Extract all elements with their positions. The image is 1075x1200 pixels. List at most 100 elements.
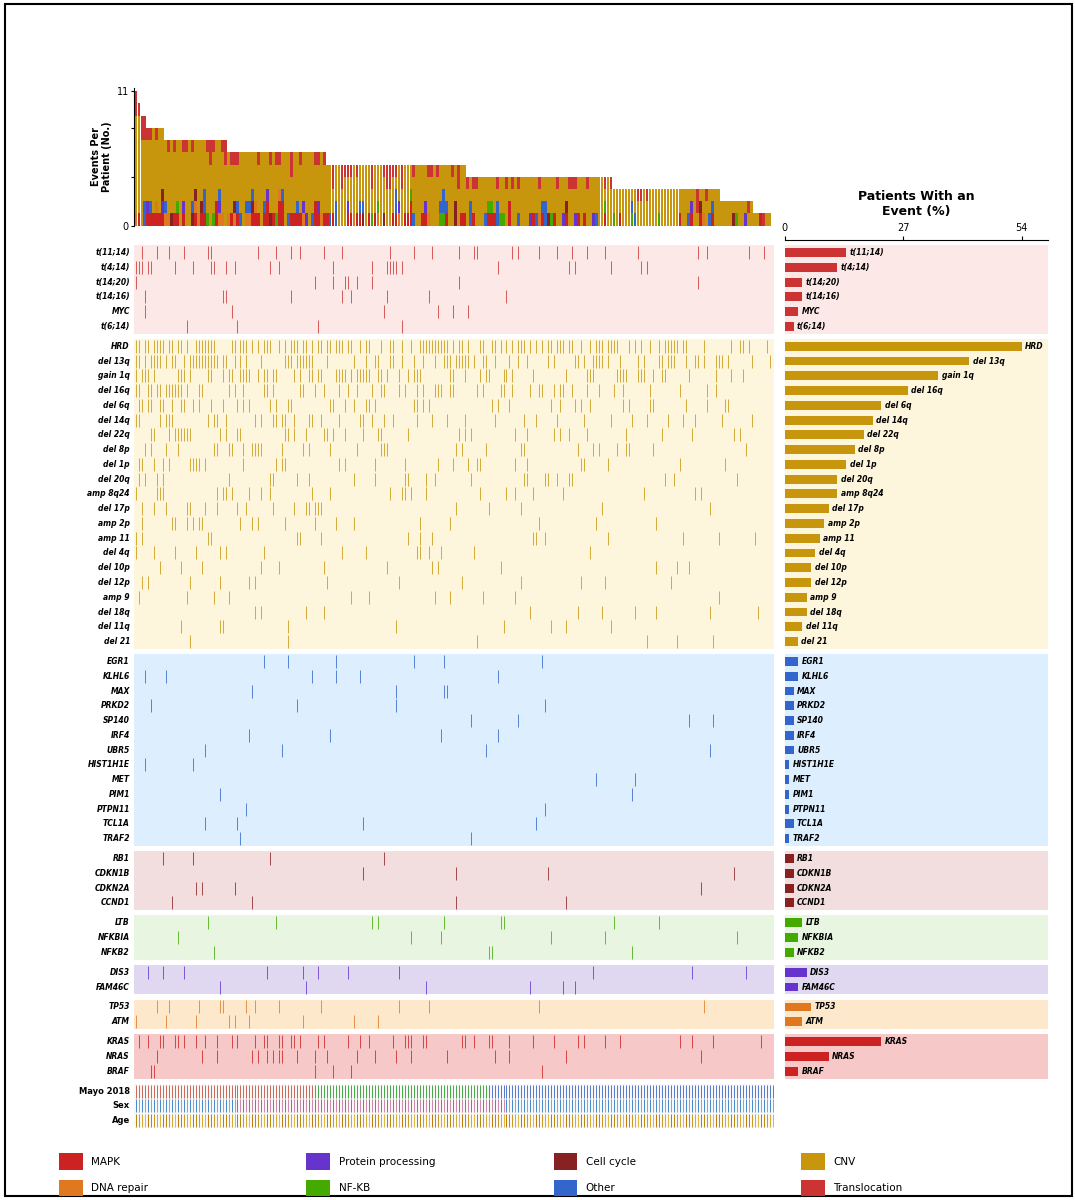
Bar	[524, 176, 526, 226]
Bar	[631, 214, 633, 226]
Bar	[206, 140, 209, 152]
Bar	[785, 851, 1048, 911]
Bar	[320, 214, 322, 226]
Text: amp 9: amp 9	[103, 593, 130, 601]
Bar	[225, 164, 227, 226]
Bar	[158, 214, 161, 226]
Text: amp 11: amp 11	[98, 534, 130, 542]
Bar	[610, 176, 613, 188]
Bar	[430, 164, 433, 176]
Bar	[403, 164, 406, 214]
Bar	[586, 176, 588, 188]
Bar	[183, 140, 185, 152]
Bar	[682, 188, 684, 226]
Bar	[785, 534, 820, 542]
Bar	[254, 202, 257, 214]
Bar	[134, 1034, 774, 1079]
Bar	[785, 475, 837, 484]
Bar	[210, 164, 212, 226]
Text: TCL1A: TCL1A	[797, 820, 823, 828]
Bar	[421, 164, 425, 214]
Bar	[482, 176, 484, 226]
Bar	[457, 188, 460, 226]
Bar	[230, 164, 233, 214]
Text: HRD: HRD	[1026, 342, 1044, 350]
Bar	[526, 176, 529, 226]
Bar	[341, 164, 343, 188]
Text: CDKN1B: CDKN1B	[95, 869, 130, 878]
Bar	[673, 188, 675, 226]
Text: PRKD2: PRKD2	[101, 701, 130, 710]
Bar	[571, 188, 574, 226]
Bar	[705, 188, 708, 202]
Bar	[356, 214, 358, 226]
Bar	[248, 214, 250, 226]
Bar	[455, 202, 457, 226]
Bar	[785, 263, 837, 271]
Bar	[678, 214, 682, 226]
Text: del 17p: del 17p	[98, 504, 130, 514]
Bar	[785, 948, 793, 956]
Text: amp 8q24: amp 8q24	[841, 490, 884, 498]
Bar	[747, 202, 750, 214]
Bar	[785, 431, 864, 439]
Text: amp 11: amp 11	[823, 534, 855, 542]
Bar	[568, 176, 571, 188]
Bar	[697, 214, 699, 226]
Bar	[376, 164, 379, 202]
Bar	[221, 152, 224, 214]
Bar	[149, 202, 153, 214]
Y-axis label: Events Per
Patient (No.): Events Per Patient (No.)	[90, 121, 113, 192]
Bar	[349, 164, 353, 176]
Bar	[785, 968, 806, 977]
Bar	[785, 899, 793, 907]
Bar	[621, 188, 625, 226]
Bar	[171, 140, 173, 214]
Text: del 16q: del 16q	[98, 386, 130, 395]
Text: PIM1: PIM1	[109, 790, 130, 799]
Bar	[299, 152, 302, 164]
Bar	[239, 214, 242, 226]
Bar	[785, 686, 793, 696]
Bar	[134, 1114, 774, 1128]
Bar	[472, 176, 475, 188]
Bar	[592, 176, 594, 214]
Text: t(14;20): t(14;20)	[806, 277, 841, 287]
Bar	[173, 152, 176, 214]
Bar	[443, 164, 445, 188]
Bar	[252, 214, 254, 226]
Bar	[266, 202, 269, 226]
Text: del 14q: del 14q	[98, 415, 130, 425]
Bar	[785, 820, 793, 828]
Bar	[785, 883, 793, 893]
Bar	[472, 188, 475, 214]
Bar	[356, 164, 358, 176]
Bar	[332, 214, 334, 226]
Bar	[236, 202, 239, 214]
Bar	[218, 214, 220, 226]
Bar	[712, 188, 714, 202]
Bar	[785, 672, 798, 680]
Text: MYC: MYC	[802, 307, 820, 316]
Bar	[156, 214, 158, 226]
Text: del 1p: del 1p	[103, 460, 130, 469]
Bar	[579, 176, 583, 226]
Text: t(14;20): t(14;20)	[96, 277, 130, 287]
Text: MAX: MAX	[111, 686, 130, 696]
Bar	[158, 128, 161, 214]
Bar	[218, 140, 220, 188]
Bar	[613, 188, 616, 214]
Bar	[457, 164, 460, 188]
Text: UBR5: UBR5	[797, 745, 820, 755]
Bar	[690, 214, 693, 226]
Bar	[739, 202, 741, 226]
Text: del 14q: del 14q	[876, 415, 908, 425]
Bar	[690, 202, 693, 214]
Bar	[221, 140, 224, 152]
Text: del 8p: del 8p	[859, 445, 885, 454]
Bar	[287, 214, 289, 226]
Bar	[421, 214, 425, 226]
Text: PRKD2: PRKD2	[797, 701, 826, 710]
Text: del 16q: del 16q	[912, 386, 943, 395]
Bar	[785, 607, 806, 617]
